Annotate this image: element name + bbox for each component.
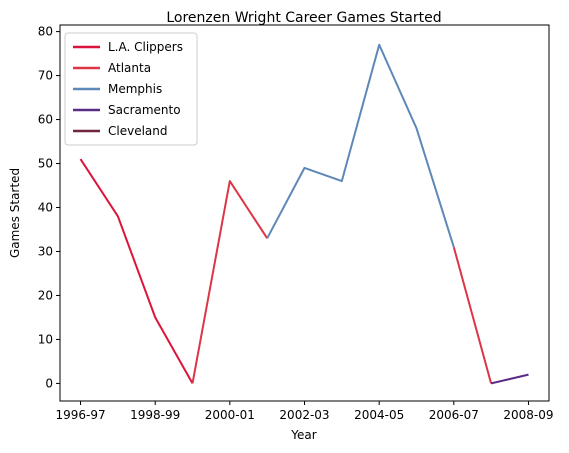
y-tick-label: 40 [38, 201, 53, 215]
y-tick-label: 60 [38, 113, 53, 127]
legend-label: Sacramento [108, 103, 181, 117]
chart-title: Lorenzen Wright Career Games Started [166, 10, 441, 26]
y-tick-label: 10 [38, 332, 53, 346]
x-tick-label: 2002-03 [279, 408, 329, 422]
y-axis-label: Games Started [8, 168, 22, 258]
series-line-l-a-clippers-0 [79, 158, 194, 384]
x-tick-label: 2000-01 [205, 408, 255, 422]
y-tick-label: 20 [38, 288, 53, 302]
legend-box [64, 32, 198, 146]
x-tick-label: 2008-09 [503, 408, 553, 422]
legend-label: Atlanta [108, 61, 151, 75]
y-tick-label: 0 [45, 376, 53, 390]
legend-label: Memphis [108, 82, 162, 96]
y-axis: 0 10 20 30 40 50 60 70 80 [38, 25, 60, 390]
series-line-atlanta-3 [452, 246, 493, 384]
series-line-sacramento-4 [490, 373, 529, 385]
x-axis: 1996-97 1998-99 2000-01 2002-03 2004-05 2006-… [55, 401, 554, 422]
x-tick-label: 2006-07 [429, 408, 479, 422]
x-axis-label: Year [290, 428, 316, 442]
plot-area [79, 43, 529, 385]
y-tick-label: 70 [38, 69, 53, 83]
y-tick-label: 50 [38, 157, 53, 171]
x-tick-label: 1998-99 [130, 408, 180, 422]
legend-label: L.A. Clippers [108, 40, 183, 54]
legend-label: Cleveland [108, 124, 168, 138]
y-tick-label: 80 [38, 25, 53, 39]
x-tick-label: 2004-05 [354, 408, 404, 422]
series-line-memphis-2 [266, 43, 455, 248]
x-tick-label: 1996-97 [55, 408, 105, 422]
series-line-atlanta-1 [191, 180, 269, 384]
y-tick-label: 30 [38, 244, 53, 258]
legend: L.A. Clippers Atlanta Memphis Sacramento Cle… [64, 32, 198, 146]
